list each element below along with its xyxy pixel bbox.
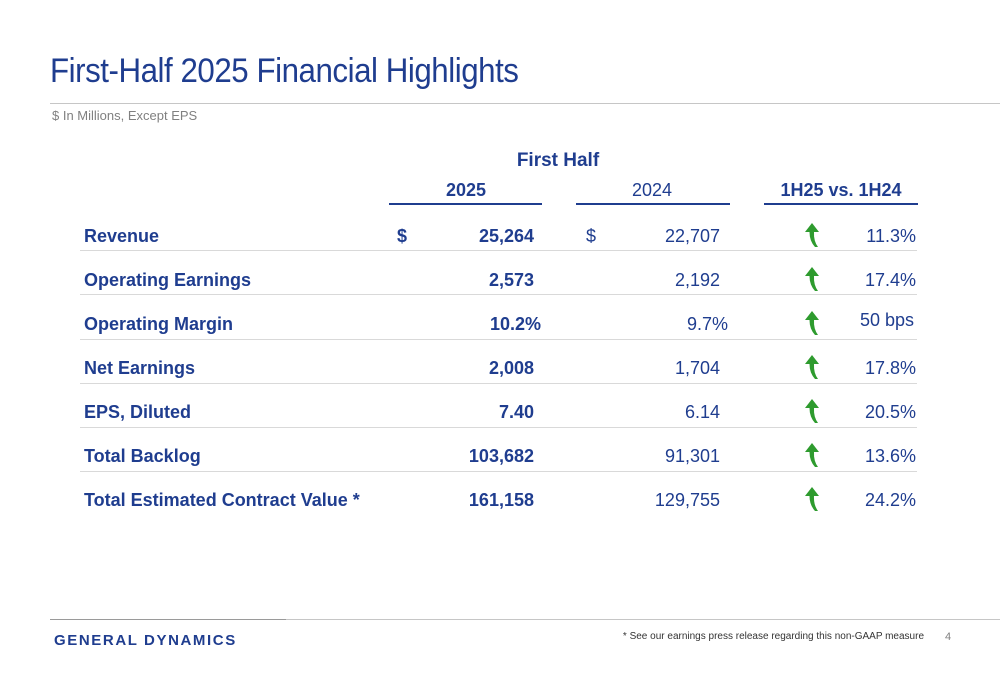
column-underline-2024 xyxy=(576,203,730,205)
column-header-change: 1H25 vs. 1H24 xyxy=(780,180,902,200)
column-underline-2025 xyxy=(389,203,542,205)
value-change: 20.5% xyxy=(864,402,916,422)
row-divider xyxy=(80,250,917,251)
value-2025: 10.2% xyxy=(489,314,541,334)
up-arrow-icon xyxy=(805,311,819,335)
page-title: First-Half 2025 Financial Highlights xyxy=(50,52,519,90)
row-divider xyxy=(80,339,917,340)
row-divider xyxy=(80,383,917,384)
value-2025: 2,573 xyxy=(488,270,534,290)
row-label: Operating Earnings xyxy=(84,270,252,290)
currency-symbol-2024: $ xyxy=(586,226,597,246)
row-divider xyxy=(80,427,917,428)
footer-divider-accent xyxy=(50,619,286,620)
footnote: * See our earnings press release regardi… xyxy=(622,631,924,642)
column-header-2025: 2025 xyxy=(445,180,487,200)
page-subtitle: $ In Millions, Except EPS xyxy=(52,108,198,123)
column-underline-change xyxy=(764,203,918,205)
company-logo: GENERAL DYNAMICS xyxy=(54,632,237,649)
value-2024: 129,755 xyxy=(654,490,720,510)
up-arrow-icon xyxy=(805,355,819,379)
up-arrow-icon xyxy=(805,487,819,511)
row-label: Revenue xyxy=(84,226,160,246)
row-label: EPS, Diluted xyxy=(84,402,192,422)
page-number: 4 xyxy=(945,631,952,643)
value-2024: 1,704 xyxy=(674,358,720,378)
row-label: Total Backlog xyxy=(84,446,201,466)
value-2024: 91,301 xyxy=(664,446,720,466)
row-divider xyxy=(80,471,917,472)
value-2024: 2,192 xyxy=(674,270,720,290)
row-label: Operating Margin xyxy=(84,314,234,334)
value-2025: 7.40 xyxy=(498,402,534,422)
footer-divider xyxy=(50,619,1000,620)
row-divider xyxy=(80,294,917,295)
value-change: 13.6% xyxy=(864,446,916,466)
value-2025: 161,158 xyxy=(468,490,534,510)
up-arrow-icon xyxy=(805,443,819,467)
up-arrow-icon xyxy=(805,399,819,423)
value-change: 24.2% xyxy=(864,490,916,510)
value-change: 50 bps xyxy=(859,310,914,330)
up-arrow-icon xyxy=(805,267,819,291)
value-change: 17.8% xyxy=(864,358,916,378)
value-2025: 103,682 xyxy=(468,446,534,466)
up-arrow-icon xyxy=(805,223,819,247)
first-half-header: First Half xyxy=(516,150,600,171)
title-divider xyxy=(50,103,1000,104)
row-label: Total Estimated Contract Value * xyxy=(84,490,360,510)
value-2025: 25,264 xyxy=(478,226,534,246)
value-2024: 22,707 xyxy=(664,226,720,246)
value-change: 17.4% xyxy=(864,270,916,290)
value-2024: 6.14 xyxy=(684,402,720,422)
row-label: Net Earnings xyxy=(84,358,196,378)
value-2025: 2,008 xyxy=(488,358,534,378)
value-2024: 9.7% xyxy=(686,314,728,334)
currency-symbol-2025: $ xyxy=(397,226,408,246)
value-change: 11.3% xyxy=(866,226,916,246)
column-header-2024: 2024 xyxy=(631,180,673,200)
